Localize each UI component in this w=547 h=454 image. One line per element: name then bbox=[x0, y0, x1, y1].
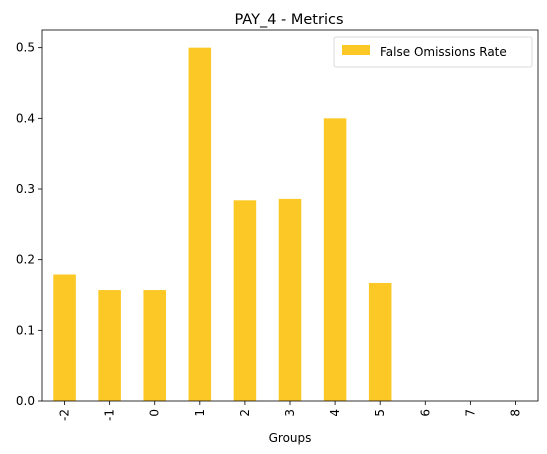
x-tick-label: 2 bbox=[238, 409, 252, 417]
chart-title: PAY_4 - Metrics bbox=[234, 12, 343, 28]
x-axis: -2 -1 0 1 2 3 4 5 6 7 8 bbox=[58, 401, 522, 421]
legend: False Omissions Rate bbox=[333, 36, 533, 68]
bar-1 bbox=[188, 47, 212, 402]
x-tick-label: -1 bbox=[103, 409, 117, 421]
x-tick-label: 0 bbox=[148, 409, 162, 417]
bars-group bbox=[53, 47, 392, 402]
bar-0 bbox=[143, 290, 166, 401]
bar--1 bbox=[98, 290, 121, 401]
bar-3 bbox=[278, 198, 302, 401]
y-tick-label: 0.3 bbox=[16, 182, 35, 196]
y-axis: 0.0 0.1 0.2 0.3 0.4 0.5 bbox=[16, 41, 42, 408]
bar-2 bbox=[233, 200, 257, 401]
bar-5 bbox=[368, 282, 392, 401]
bar--2 bbox=[53, 274, 76, 401]
bar-4 bbox=[323, 118, 347, 401]
legend-box bbox=[333, 36, 533, 68]
y-tick-label: 0.4 bbox=[16, 111, 35, 125]
y-tick-label: 0.5 bbox=[16, 41, 35, 55]
legend-swatch bbox=[342, 45, 370, 55]
y-tick-label: 0.1 bbox=[16, 323, 35, 337]
x-tick-label: 3 bbox=[283, 409, 297, 417]
y-tick-label: 0.0 bbox=[16, 394, 35, 408]
plot-frame bbox=[41, 29, 539, 402]
x-tick-label: -2 bbox=[58, 409, 72, 421]
x-tick-label: 7 bbox=[463, 409, 477, 417]
x-tick-label: 5 bbox=[373, 409, 387, 417]
x-tick-label: 1 bbox=[193, 409, 207, 417]
x-tick-label: 4 bbox=[328, 409, 342, 417]
x-tick-label: 6 bbox=[418, 409, 432, 417]
y-tick-label: 0.2 bbox=[16, 253, 35, 267]
x-tick-label: 8 bbox=[508, 409, 522, 417]
legend-label: False Omissions Rate bbox=[380, 45, 507, 59]
x-axis-label: Groups bbox=[269, 431, 312, 445]
